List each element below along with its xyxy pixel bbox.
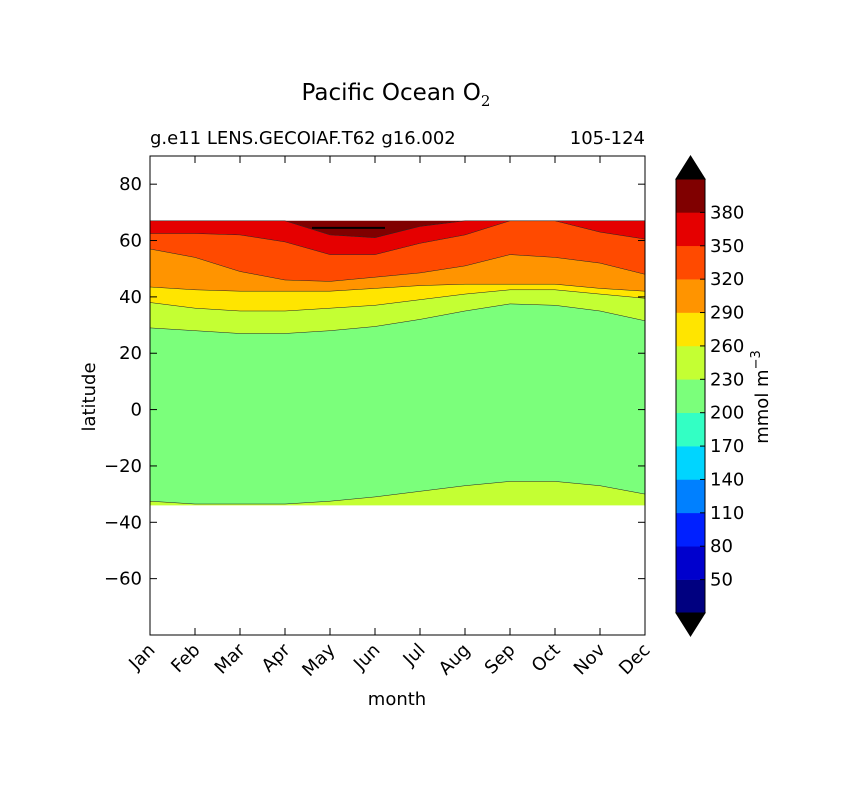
colorbar-frame [675, 178, 706, 614]
x-tick-label: Jun [349, 640, 384, 675]
colorbar-label: mmol m−3 [749, 350, 773, 444]
colorbar-tick-label: 140 [710, 469, 744, 490]
colorbar-segment-320 [676, 245, 705, 280]
colorbar-segment-260 [676, 312, 705, 347]
y-tick-label: −60 [104, 569, 142, 590]
colorbar-segment-200 [676, 379, 705, 413]
x-tick-label: Dec [615, 640, 654, 679]
plot-area [149, 155, 646, 636]
colorbar-tick-label: 50 [710, 570, 733, 591]
subtitle-left: g.e11 LENS.GECOIAF.T62 g16.002 [150, 128, 456, 149]
colorbar-tick-label: 260 [710, 336, 744, 357]
y-tick-label: 20 [119, 343, 142, 364]
x-tick-label: Sep [481, 640, 520, 679]
contour-band-260 [150, 284, 645, 311]
contour-band-380 [150, 220, 645, 238]
contour-line-320 [150, 248, 645, 282]
x-tick-label: Apr [258, 639, 295, 676]
contour-line-350 [150, 220, 645, 255]
contour-band-290 [150, 249, 645, 292]
colorbar-extend-low [675, 612, 706, 637]
colorbar-extend-high [675, 155, 706, 180]
subtitle-right: 105-124 [570, 128, 645, 149]
colorbar-segment-290 [676, 279, 705, 313]
plot-frame [149, 155, 646, 636]
x-tick-label: Jul [399, 640, 430, 671]
x-tick-label: Nov [570, 639, 610, 679]
colorbar-tick-label: 80 [710, 536, 733, 557]
chart-title: Pacific Ocean O2 [302, 80, 491, 110]
x-axis-label: month [368, 689, 426, 710]
y-axis-label: latitude [79, 362, 100, 431]
y-tick-label: 80 [119, 174, 142, 195]
contour-fills [150, 220, 645, 506]
y-tick-label: 40 [119, 287, 142, 308]
colorbar-segment-380 [676, 179, 705, 213]
x-tick-label: Oct [528, 640, 565, 677]
contour-band-350 [150, 220, 645, 255]
x-tick-label: May [298, 639, 339, 680]
colorbar-tick-label: 380 [710, 202, 744, 223]
contour-line-230 [150, 481, 645, 505]
y-axis: 80 60 40 20 0 −20 −40 −60 [104, 174, 645, 590]
colorbar-tick-label: 350 [710, 236, 744, 257]
contour-line-380 [150, 220, 645, 238]
contour-line-230 [150, 303, 645, 334]
colorbar-segment-80 [676, 512, 705, 547]
colorbar-tick-label: 230 [710, 369, 744, 390]
contour-band-230-260-south [150, 481, 645, 506]
contour-band-230 [150, 289, 645, 334]
colorbar-segment-50 [676, 546, 705, 580]
contour-line-260 [150, 289, 645, 312]
colorbar-tick-label: 170 [710, 436, 744, 457]
colorbar-segment-170 [676, 412, 705, 447]
x-tick-label: Feb [167, 640, 204, 677]
colorbar-tick-label: 290 [710, 303, 744, 324]
contour-line-290 [150, 283, 645, 292]
colorbar-tick-label: 110 [710, 503, 744, 524]
colorbar-segment-230 [676, 345, 705, 380]
colorbar-segment-140 [676, 446, 705, 480]
x-tick-label: Aug [435, 640, 475, 680]
y-tick-label: −20 [104, 456, 142, 477]
colorbar-tick-label: 320 [710, 269, 744, 290]
x-tick-label: Jan [124, 640, 159, 675]
contour-band-200-230 [150, 303, 645, 504]
colorbar-tick-label: 200 [710, 403, 744, 424]
contour-band-320 [150, 220, 645, 282]
contour-lines [150, 220, 645, 505]
colorbar: 50 80 110 140 170 200 230 260 290 320 350 380 [675, 155, 744, 637]
colorbar-segment-350 [676, 212, 705, 247]
colorbar-segment-20 [676, 579, 705, 614]
y-tick-label: 60 [119, 231, 142, 252]
colorbar-segment-110 [676, 479, 705, 514]
y-tick-label: −40 [104, 512, 142, 533]
y-tick-label: 0 [131, 400, 142, 421]
x-tick-label: Mar [211, 639, 250, 678]
